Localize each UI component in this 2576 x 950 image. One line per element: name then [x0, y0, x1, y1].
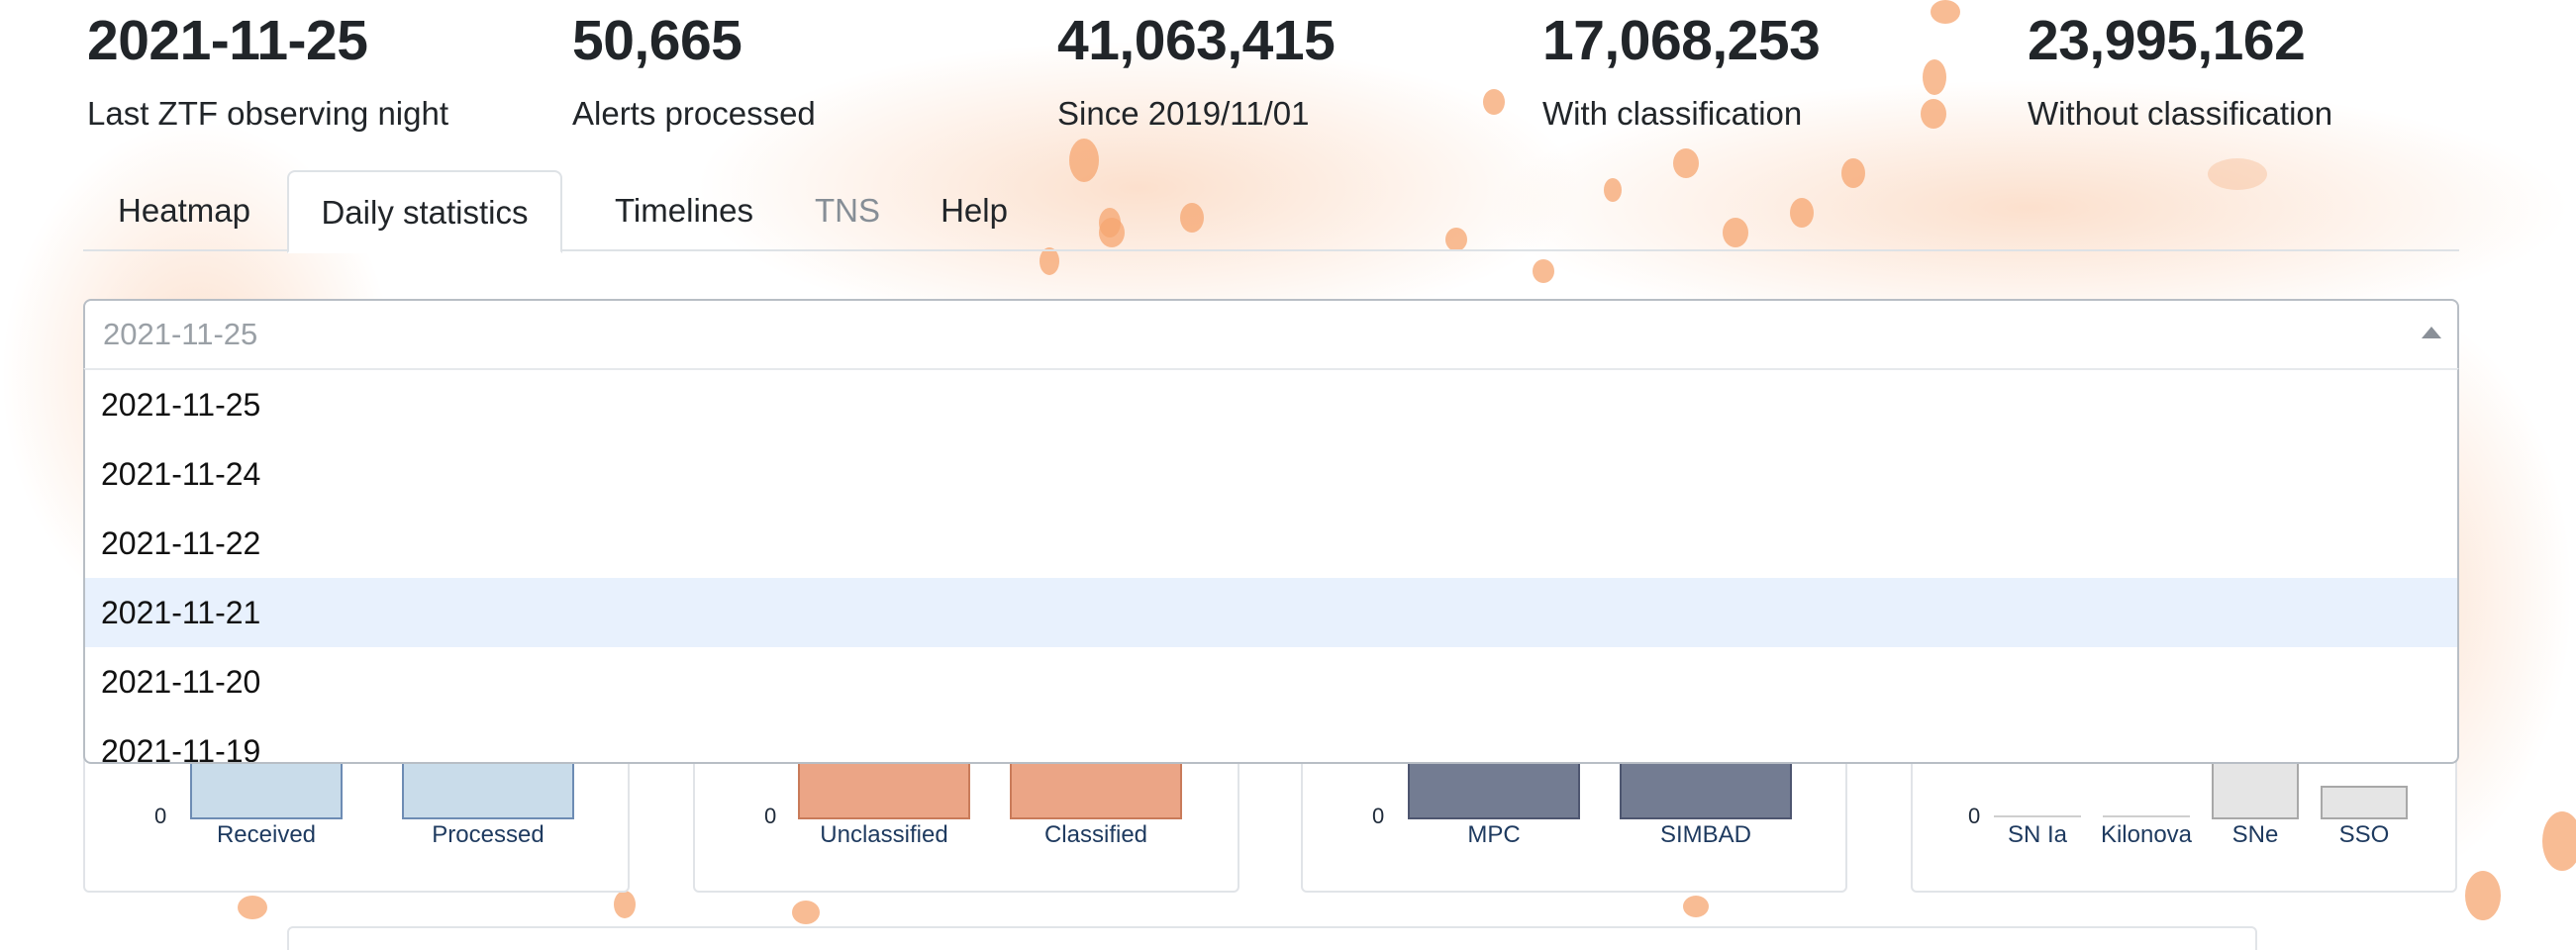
tab-heatmap[interactable]: Heatmap	[118, 192, 250, 229]
date-option[interactable]: 2021-11-19	[101, 733, 261, 764]
bar-label: SNe	[2231, 821, 2279, 848]
bar-label: SSO	[2338, 821, 2390, 848]
bar-label: Classified	[1043, 821, 1148, 848]
axis-zero-label: 0	[764, 804, 777, 828]
stat-label: With classification	[1542, 95, 1803, 132]
bar-label: SN Ia	[2007, 821, 2068, 848]
axis-zero-label: 0	[154, 804, 167, 828]
bar-label: Unclassified	[820, 821, 948, 848]
stat-label: Since 2019/11/01	[1057, 95, 1310, 132]
tab-bar: Heatmap Daily statistics Timelines TNS H…	[83, 170, 2459, 253]
date-select-menu: 2021-11-25 2021-11-24 2021-11-22 2021-11…	[83, 368, 2459, 764]
date-option[interactable]: 2021-11-24	[101, 456, 261, 492]
axis-zero-label: 0	[1372, 804, 1385, 828]
bar-label: Processed	[432, 821, 545, 848]
date-option-highlighted[interactable]: 2021-11-21	[85, 578, 2457, 647]
bar-sso	[2321, 786, 2408, 819]
date-select-value: 2021-11-25	[103, 317, 258, 351]
axis-zero-label: 0	[1968, 804, 1981, 828]
stat-value: 2021-11-25	[87, 9, 368, 72]
tab-tns[interactable]: TNS	[815, 192, 880, 229]
stat-label: Last ZTF observing night	[87, 95, 448, 132]
date-option[interactable]: 2021-11-22	[101, 525, 261, 561]
tab-daily-statistics[interactable]: Daily statistics	[287, 170, 562, 253]
stat-value: 23,995,162	[2028, 9, 2306, 72]
tab-timelines[interactable]: Timelines	[615, 192, 753, 229]
bar-label: SIMBAD	[1659, 821, 1751, 848]
caret-up-icon[interactable]	[2422, 327, 2441, 338]
date-option[interactable]: 2021-11-20	[101, 664, 261, 700]
bar-label: MPC	[1467, 821, 1521, 848]
tab-help[interactable]: Help	[941, 192, 1008, 229]
date-select[interactable]: 2021-11-25	[83, 299, 2459, 370]
bottom-card	[287, 926, 2257, 950]
stat-label: Without classification	[2028, 95, 2333, 132]
bar-sn-ia	[1994, 815, 2081, 817]
stat-value: 41,063,415	[1057, 9, 1336, 72]
bar-label: Received	[216, 821, 317, 848]
stat-label: Alerts processed	[572, 95, 816, 132]
bar-kilonova	[2103, 815, 2190, 817]
stat-value: 17,068,253	[1542, 9, 1821, 72]
stat-value: 50,665	[572, 9, 743, 72]
date-option[interactable]: 2021-11-25	[101, 387, 261, 423]
bar-label: Kilonova	[2100, 821, 2193, 848]
